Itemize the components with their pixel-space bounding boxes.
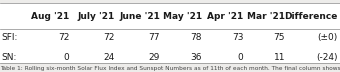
Text: Apr '21: Apr '21	[207, 12, 243, 21]
Text: June '21: June '21	[119, 12, 160, 21]
Text: Aug '21: Aug '21	[31, 12, 69, 21]
Text: (±0): (±0)	[317, 33, 337, 42]
Text: (-24): (-24)	[316, 53, 337, 62]
Text: SN:: SN:	[2, 53, 17, 62]
Text: 73: 73	[232, 33, 243, 42]
Text: 72: 72	[103, 33, 115, 42]
Text: SFI:: SFI:	[2, 33, 18, 42]
Text: 29: 29	[149, 53, 160, 62]
Text: 24: 24	[104, 53, 115, 62]
Text: 78: 78	[190, 33, 202, 42]
Text: May '21: May '21	[163, 12, 202, 21]
Text: Mar '21: Mar '21	[247, 12, 285, 21]
Text: Difference: Difference	[284, 12, 337, 21]
Bar	[0, 3, 340, 63]
Text: 75: 75	[274, 33, 285, 42]
Text: 36: 36	[190, 53, 202, 62]
Text: Table 1: Rolling six-month Solar Flux Index and Sunspot Numbers as of 11th of ea: Table 1: Rolling six-month Solar Flux In…	[0, 66, 340, 71]
Text: 11: 11	[274, 53, 285, 62]
Text: 0: 0	[64, 53, 69, 62]
Text: 77: 77	[149, 33, 160, 42]
Text: July '21: July '21	[78, 12, 115, 21]
Text: 72: 72	[58, 33, 69, 42]
Text: 0: 0	[238, 53, 243, 62]
